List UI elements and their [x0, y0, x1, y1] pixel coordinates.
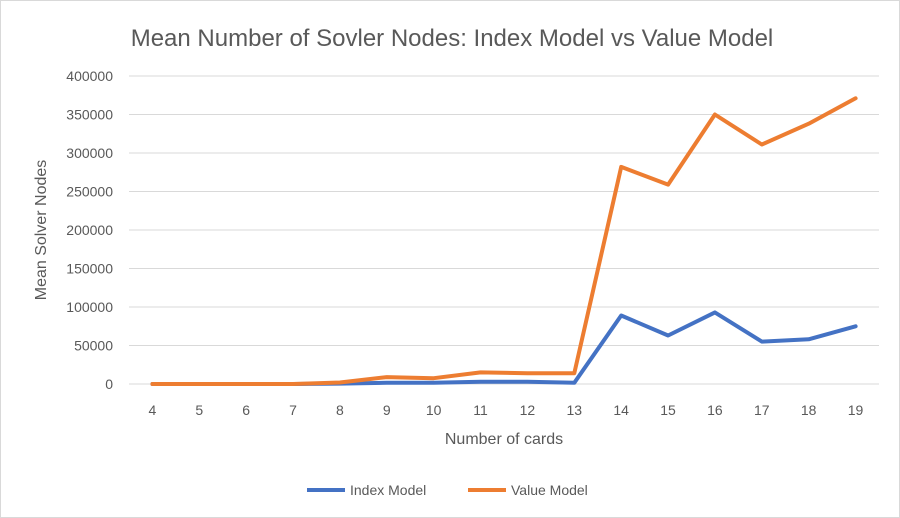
y-tick-label: 0	[105, 376, 113, 392]
gridlines	[129, 75, 879, 346]
x-tick-label: 17	[754, 402, 770, 418]
x-tick-label: 18	[801, 402, 817, 418]
x-tick-label: 6	[242, 402, 250, 418]
x-tick-label: 9	[383, 402, 391, 418]
y-tick-label: 400000	[66, 68, 113, 84]
x-tick-label: 10	[426, 402, 442, 418]
x-tick-label: 16	[707, 402, 723, 418]
x-tick-label: 7	[289, 402, 297, 418]
y-tick-label: 200000	[66, 222, 113, 238]
y-tick-label: 100000	[66, 299, 113, 315]
x-tick-label: 8	[336, 402, 344, 418]
y-tick-label: 300000	[66, 145, 113, 161]
x-tick-label: 19	[848, 402, 864, 418]
legend: Index Model Value Model	[307, 482, 588, 498]
series-line-value-model	[150, 96, 858, 386]
x-tick-label: 4	[149, 402, 157, 418]
chart-title: Mean Number of Sovler Nodes: Index Model…	[131, 25, 774, 52]
x-tick-label: 14	[613, 402, 629, 418]
y-tick-label: 350000	[66, 107, 113, 123]
y-tick-label: 250000	[66, 184, 113, 200]
x-tick-label: 5	[195, 402, 203, 418]
y-tick-label: 150000	[66, 261, 113, 277]
x-tick-label: 12	[520, 402, 536, 418]
y-axis-title: Mean Solver Nodes	[33, 160, 50, 301]
legend-label-value-model: Value Model	[511, 482, 588, 498]
x-tick-label: 11	[473, 402, 488, 418]
x-axis-title: Number of cards	[445, 431, 563, 448]
series-lines	[150, 96, 858, 386]
y-tick-label: 50000	[74, 338, 113, 354]
x-tick-label: 13	[567, 402, 583, 418]
y-axis-ticks: 0 50000 100000 150000 200000 250000 300000 3500…	[66, 68, 113, 392]
x-tick-label: 15	[660, 402, 676, 418]
legend-label-index-model: Index Model	[350, 482, 426, 498]
x-axis-ticks: 4 5 6 7 8 9 10 11 12 13 14 15 16 17 18 19	[149, 402, 864, 418]
